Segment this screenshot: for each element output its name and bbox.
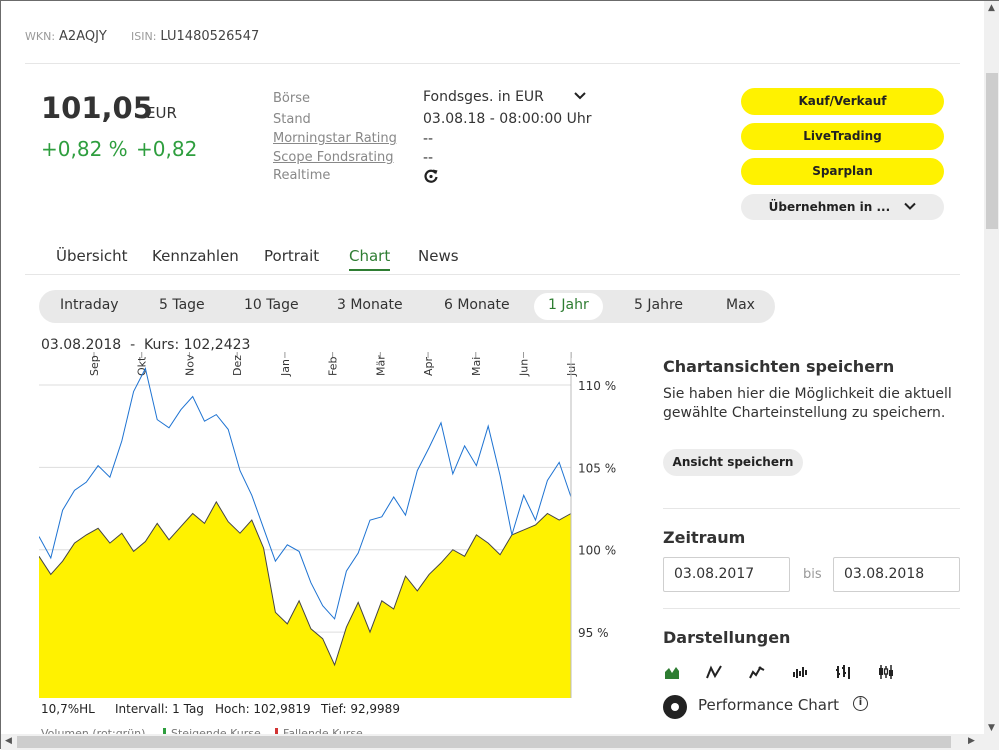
stat-intervall: Intervall: 1 Tag xyxy=(115,702,204,716)
morningstar-link[interactable]: Morningstar Rating xyxy=(273,131,397,146)
area-chart-icon[interactable] xyxy=(663,663,681,681)
date-to-input[interactable]: 03.08.2018 xyxy=(833,557,960,592)
change-absolute: +0,82 xyxy=(136,137,198,161)
vertical-scrollbar[interactable]: ▲ ▼ xyxy=(984,1,999,750)
fund-line-series xyxy=(39,500,572,667)
zeitraum-title: Zeitraum xyxy=(663,528,746,547)
wkn-value: A2AQJY xyxy=(59,29,107,44)
stat-hl: 10,7%HL xyxy=(41,702,95,716)
x-tick-label: Jan xyxy=(279,359,292,377)
stat-tief: Tief: 92,9989 xyxy=(321,702,400,716)
x-tick-label: Mär xyxy=(374,355,387,376)
period-6-monate[interactable]: 6 Monate xyxy=(444,297,510,313)
divider xyxy=(25,274,960,275)
chartansichten-text: Sie haben hier die Möglichkeit die aktue… xyxy=(663,386,952,421)
isin-label: ISIN: xyxy=(131,30,157,43)
y-tick-label: 95 % xyxy=(578,626,609,640)
horizontal-scrollbar[interactable]: ◀ ▶ xyxy=(1,734,984,750)
tab-kennzahlen[interactable]: Kennzahlen xyxy=(152,247,239,265)
cursor-date: 03.08.2018 xyxy=(41,337,122,353)
red-marker-icon xyxy=(275,728,278,737)
livetrading-button[interactable]: LiveTrading xyxy=(741,123,944,150)
tab-news[interactable]: News xyxy=(418,247,459,265)
tab-uebersicht[interactable]: Übersicht xyxy=(56,247,128,265)
vertical-scroll-thumb[interactable] xyxy=(986,73,998,229)
scroll-up-icon[interactable]: ▲ xyxy=(988,3,995,13)
stand-value: 03.08.18 - 08:00:00 Uhr xyxy=(423,111,592,127)
x-tick-label: Sep xyxy=(88,355,101,376)
period-intraday[interactable]: Intraday xyxy=(60,297,119,313)
wkn-label: WKN: xyxy=(25,30,56,43)
chevron-down-icon xyxy=(904,202,917,210)
horizontal-scroll-thumb[interactable] xyxy=(17,736,951,748)
stat-hoch: Hoch: 102,9819 xyxy=(215,702,311,716)
period-5-tage[interactable]: 5 Tage xyxy=(159,297,205,313)
divider xyxy=(25,63,960,64)
darstellungen-title: Darstellungen xyxy=(663,628,791,647)
x-tick-label: Jul xyxy=(565,363,578,377)
tab-chart[interactable]: Chart xyxy=(349,247,391,271)
hlc-chart-icon[interactable] xyxy=(834,663,852,681)
date-from-input[interactable]: 03.08.2017 xyxy=(663,557,790,592)
boerse-label: Börse xyxy=(273,91,310,106)
scope-link[interactable]: Scope Fondsrating xyxy=(273,150,394,165)
benchmark-line-series xyxy=(39,367,572,620)
exchange-value: Fondsges. in EUR xyxy=(423,89,544,105)
y-tick-label: 105 % xyxy=(578,461,616,475)
period-selector: Intraday 5 Tage 10 Tage 3 Monate 6 Monat… xyxy=(39,290,775,323)
uebernehmen-label: Übernehmen in ... xyxy=(768,200,891,214)
period-3-monate[interactable]: 3 Monate xyxy=(337,297,403,313)
info-icon[interactable]: i xyxy=(853,696,868,711)
morningstar-value: -- xyxy=(423,131,434,147)
green-marker-icon xyxy=(163,728,166,737)
period-1-jahr[interactable]: 1 Jahr xyxy=(534,293,603,320)
bis-label: bis xyxy=(803,567,822,582)
ansicht-speichern-button[interactable]: Ansicht speichern xyxy=(663,449,803,476)
candlestick-chart-icon[interactable] xyxy=(877,663,895,681)
chart-cursor-readout: 03.08.2018 - Kurs: 102,2423 xyxy=(41,337,250,353)
fund-area-series xyxy=(39,501,571,698)
sparplan-button[interactable]: Sparplan xyxy=(741,158,944,185)
ohlc-chart-icon[interactable] xyxy=(791,663,809,681)
scroll-right-icon[interactable]: ▶ xyxy=(968,736,975,746)
line-chart-icon[interactable] xyxy=(705,663,723,681)
y-tick-label: 110 % xyxy=(578,379,616,393)
cursor-separator: - xyxy=(130,337,136,353)
buy-sell-button[interactable]: Kauf/Verkauf xyxy=(741,88,944,115)
scroll-down-icon[interactable]: ▼ xyxy=(988,723,995,733)
performance-chart-label: Performance Chart xyxy=(698,696,840,714)
realtime-label: Realtime xyxy=(273,168,331,183)
x-tick-label: Mai xyxy=(470,357,483,376)
x-tick-label: Apr xyxy=(422,356,435,376)
isin-value: LU1480526547 xyxy=(160,29,260,44)
tab-portrait[interactable]: Portrait xyxy=(264,247,320,265)
period-max[interactable]: Max xyxy=(726,297,755,313)
scroll-left-icon[interactable]: ◀ xyxy=(5,736,12,746)
change-percent: +0,82 % xyxy=(41,137,128,161)
x-tick-label: Nov xyxy=(183,354,196,376)
x-tick-label: Jun xyxy=(518,359,531,377)
price-currency: EUR xyxy=(146,104,177,122)
cursor-kurs: Kurs: 102,2423 xyxy=(144,337,251,353)
mountain-chart-icon[interactable] xyxy=(748,663,766,681)
chevron-down-icon xyxy=(574,92,587,100)
period-10-tage[interactable]: 10 Tage xyxy=(244,297,299,313)
scope-value: -- xyxy=(423,150,434,166)
period-5-jahre[interactable]: 5 Jahre xyxy=(634,297,683,313)
x-tick-label: Feb xyxy=(327,357,340,376)
divider xyxy=(663,508,960,509)
chartansichten-title: Chartansichten speichern xyxy=(663,357,895,376)
y-tick-label: 100 % xyxy=(578,544,616,558)
performance-chart-radio[interactable] xyxy=(663,695,687,719)
exchange-select[interactable]: Fondsges. in EUR xyxy=(423,89,587,105)
refresh-icon[interactable] xyxy=(423,168,439,184)
divider xyxy=(663,608,960,609)
x-tick-label: Dez xyxy=(231,355,244,376)
security-ids: WKN: A2AQJY ISIN: LU1480526547 xyxy=(25,29,279,44)
uebernehmen-button[interactable]: Übernehmen in ... xyxy=(741,194,944,220)
stand-label: Stand xyxy=(273,112,311,127)
price: 101,05 xyxy=(41,91,153,125)
price-chart[interactable]: 95 %100 %105 %110 %Sep Okt Nov Dez Jan Feb Mär… xyxy=(39,352,617,698)
